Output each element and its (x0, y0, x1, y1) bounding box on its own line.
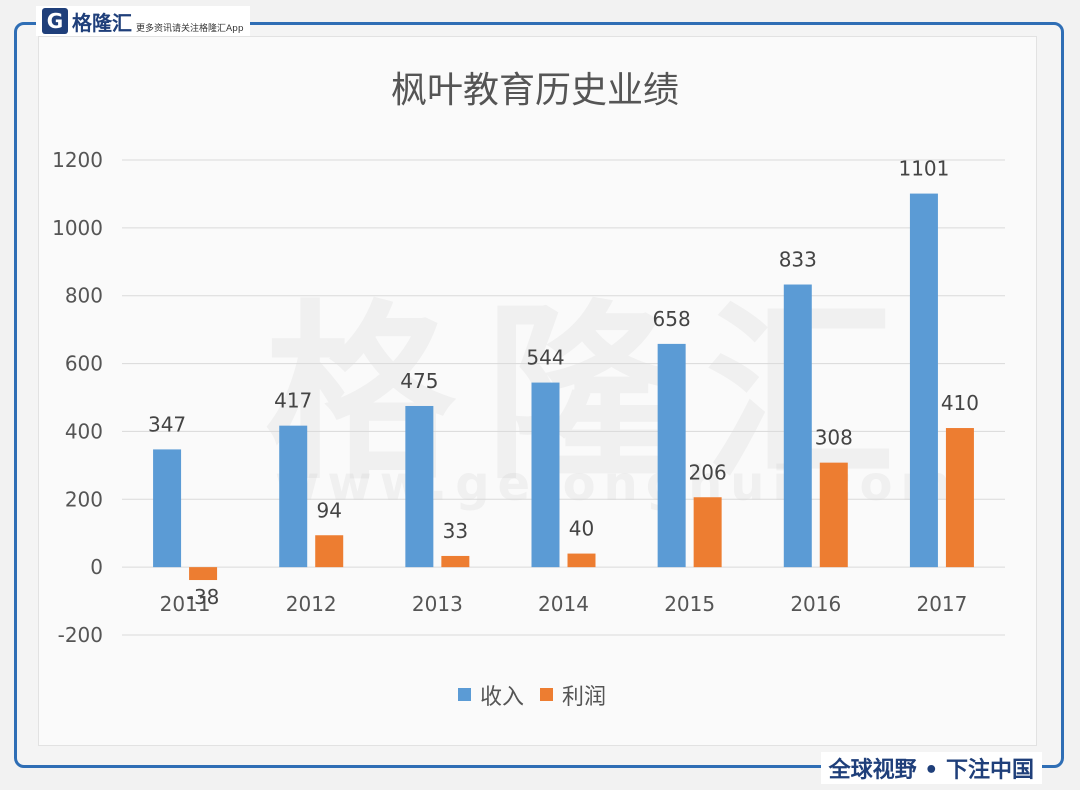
revenue-data-label: 417 (274, 389, 312, 413)
profit-legend-label: 利润 (562, 685, 606, 710)
x-tick-label: 2012 (286, 592, 337, 616)
profit-bar (315, 535, 344, 568)
x-tick-label: 2015 (664, 592, 715, 616)
y-tick-label: 200 (65, 487, 103, 511)
profit-bar (441, 555, 470, 568)
y-tick-label: 600 (65, 352, 103, 376)
chart-title: 枫叶教育历史业绩 (391, 70, 679, 111)
revenue-bar (531, 382, 560, 568)
profit-data-label: 206 (689, 460, 727, 484)
revenue-data-label: 544 (526, 346, 564, 370)
y-tick-label: 0 (90, 555, 103, 579)
revenue-data-label: 658 (653, 307, 691, 331)
revenue-bar (783, 284, 812, 568)
profit-bar (567, 553, 596, 568)
revenue-data-label: 1101 (898, 157, 949, 181)
revenue-data-label: 475 (400, 369, 438, 393)
revenue-bar (153, 449, 182, 568)
y-tick-label: 800 (65, 284, 103, 308)
revenue-data-label: 833 (779, 248, 817, 272)
profit-data-label: 33 (443, 519, 468, 543)
x-tick-label: 2013 (412, 592, 463, 616)
logo-name: 格隆汇 (72, 10, 132, 35)
profit-bar (945, 428, 974, 568)
profit-bar (819, 462, 848, 568)
profit-bar (189, 567, 218, 581)
profit-data-label: 308 (815, 426, 853, 450)
revenue-legend-swatch (458, 688, 471, 701)
y-tick-label: -200 (58, 623, 103, 647)
x-tick-label: 2014 (538, 592, 589, 616)
grid-lines (122, 159, 1005, 636)
revenue-legend-label: 收入 (480, 685, 524, 710)
revenue-bar (405, 405, 434, 568)
profit-bar (693, 497, 722, 568)
revenue-bar (909, 193, 938, 568)
profit-data-label: 40 (569, 517, 594, 541)
profit-data-label: 410 (941, 391, 979, 415)
x-tick-label: 2017 (916, 592, 967, 616)
revenue-bar (657, 343, 686, 568)
revenue-bar (279, 425, 308, 568)
x-axis-ticks: 2011 2012 2013 2014 2015 2016 2017 (160, 592, 968, 616)
brand-logo: G 格隆汇 更多资讯请关注格隆汇App (36, 6, 250, 36)
profit-legend-swatch (540, 688, 553, 701)
x-tick-label: 2011 (160, 592, 211, 616)
logo-tagline: 更多资讯请关注格隆汇App (136, 23, 244, 34)
y-tick-label: 1000 (52, 216, 103, 240)
legend: 收入 利润 (458, 685, 606, 710)
x-tick-label: 2016 (790, 592, 841, 616)
y-tick-label: 1200 (52, 148, 103, 172)
logo-mark-icon: G (42, 8, 68, 34)
revenue-data-label: 347 (148, 412, 186, 436)
y-tick-label: 400 (65, 419, 103, 443)
profit-data-label: 94 (316, 498, 341, 522)
profit-data-label: -38 (187, 585, 220, 609)
data-labels: 347 -38 417 94 475 33 544 40 658 206 833 308 1101 410 (148, 157, 979, 609)
bars (153, 193, 974, 581)
y-axis-ticks: -200 0 200 400 600 800 1000 1200 (52, 148, 103, 647)
slogan: 全球视野 • 下注中国 (820, 752, 1042, 784)
